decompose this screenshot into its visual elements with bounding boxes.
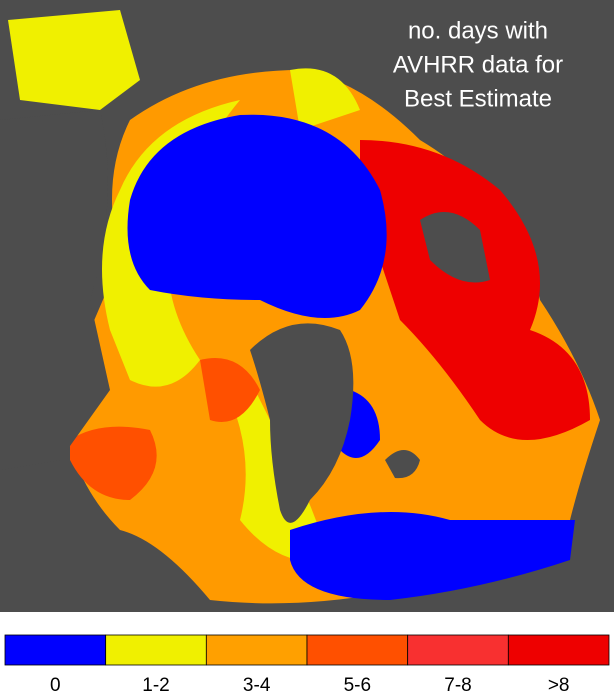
map-region-red (70, 426, 157, 500)
legend-swatch (407, 634, 509, 666)
legend: 0 1-2 3-4 5-6 7-8 >8 (4, 634, 610, 695)
map-land (0, 110, 110, 470)
legend-label: 1-2 (142, 675, 169, 695)
map-region-yellow (8, 10, 140, 110)
title-line: AVHRR data for (393, 51, 563, 78)
map-region-yellow (290, 68, 360, 130)
legend-label: 0 (50, 675, 61, 695)
map-land (420, 212, 490, 283)
title: no. days with AVHRR data for Best Estimate (393, 17, 563, 112)
map-land (250, 323, 354, 523)
map-region-red (360, 140, 590, 440)
legend-swatch (507, 634, 610, 666)
map-region-red (200, 358, 260, 422)
map-land (385, 450, 420, 479)
legend-label: >8 (548, 675, 570, 695)
legend-swatch (4, 634, 107, 666)
legend-label: 3-4 (243, 675, 271, 695)
title-line: no. days with (408, 17, 548, 44)
map-region-blue (290, 512, 575, 600)
map-region-yellow (102, 100, 240, 387)
legend-label: 5-6 (344, 675, 371, 695)
map (0, 10, 600, 604)
legend-swatch (205, 634, 308, 666)
title-line: Best Estimate (404, 85, 552, 112)
legend-label: 7-8 (444, 675, 471, 695)
map-region-blue (127, 114, 387, 319)
legend-swatch (306, 634, 409, 666)
legend-swatch (105, 634, 207, 666)
